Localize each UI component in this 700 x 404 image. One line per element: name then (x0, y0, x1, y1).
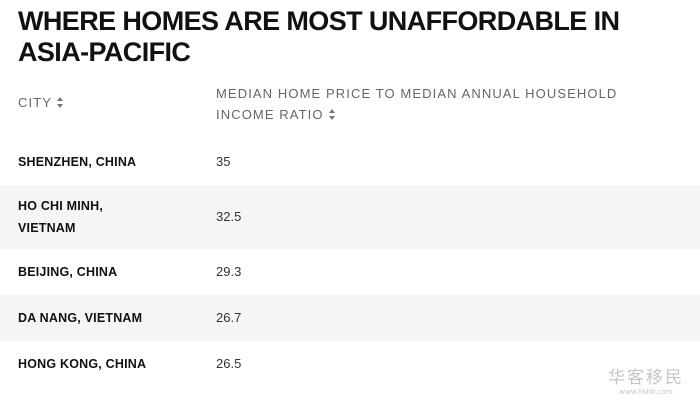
cell-city: DA NANG, VIETNAM (18, 311, 143, 325)
cell-city: BEIJING, CHINA (18, 265, 118, 279)
table-header-row: CITY MEDIAN HOME PRICE TO MEDIAN ANNUAL … (18, 80, 700, 139)
cell-city: HO CHI MINH, VIETNAM (18, 199, 104, 235)
cell-ratio: 32.5 (216, 209, 242, 224)
watermark-url: www.hkhb.com (619, 388, 673, 396)
table-row: DA NANG, VIETNAM 26.7 (0, 295, 700, 341)
column-header-city[interactable]: CITY (18, 83, 216, 113)
page-title: WHERE HOMES ARE MOST UNAFFORDABLE IN ASI… (18, 6, 620, 67)
table-row: BEIJING, CHINA 29.3 (0, 249, 700, 295)
cell-ratio: 29.3 (216, 264, 242, 279)
table-row: HO CHI MINH, VIETNAM 32.5 (0, 185, 700, 249)
cell-ratio: 26.7 (216, 310, 242, 325)
cell-city: SHENZHEN, CHINA (18, 155, 137, 169)
sort-icon[interactable] (328, 109, 337, 120)
column-header-ratio[interactable]: MEDIAN HOME PRICE TO MEDIAN ANNUAL HOUSE… (216, 83, 700, 125)
cell-ratio: 26.5 (216, 356, 242, 371)
column-header-city-label: CITY (18, 95, 53, 110)
cell-city: HONG KONG, CHINA (18, 357, 147, 371)
table-row: SHENZHEN, CHINA 35 (0, 139, 700, 185)
sort-icon[interactable] (57, 97, 65, 108)
watermark-text: 华客移民 (608, 368, 684, 388)
data-table: CITY MEDIAN HOME PRICE TO MEDIAN ANNUAL … (0, 80, 700, 387)
table-row: HONG KONG, CHINA 26.5 (0, 341, 700, 387)
column-header-ratio-label: MEDIAN HOME PRICE TO MEDIAN ANNUAL HOUSE… (216, 86, 618, 122)
cell-ratio: 35 (216, 154, 231, 169)
watermark-logo: 华客移民 www.hkhb.com (606, 368, 686, 398)
